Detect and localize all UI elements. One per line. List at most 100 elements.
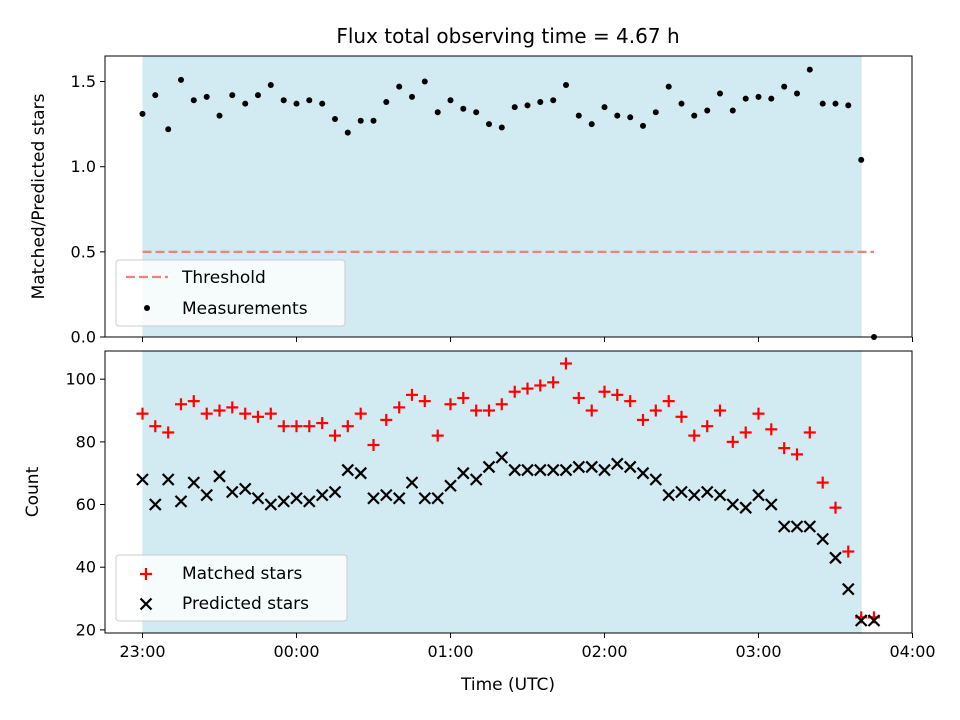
x-stroke-b — [226, 485, 239, 499]
x-stroke-b — [367, 491, 380, 505]
predicted-star-point — [765, 498, 778, 511]
x-tick-label: 00:00 — [273, 642, 319, 661]
x-stroke-b — [380, 488, 393, 502]
measurement-point — [524, 102, 531, 109]
axes-frame — [104, 55, 913, 338]
matched-star-point — [726, 435, 739, 448]
y-tick-label: 60 — [76, 495, 96, 514]
x-stroke-b — [854, 614, 868, 627]
x-stroke-b — [649, 473, 663, 486]
measurement-point — [755, 93, 762, 100]
measurement-point — [742, 95, 749, 102]
x-stroke-b — [457, 466, 470, 480]
measurement-point — [794, 90, 800, 97]
x-stroke-b — [431, 491, 444, 505]
measurement-point — [396, 83, 403, 90]
x-stroke-b — [816, 532, 829, 546]
measurement-point — [511, 104, 518, 111]
x-stroke-b — [277, 495, 290, 508]
predicted-star-point — [187, 476, 201, 489]
measurement-point — [845, 102, 852, 109]
matched-star-point — [842, 545, 855, 558]
x-stroke-b — [341, 463, 355, 477]
x-stroke-b — [700, 485, 714, 499]
x-stroke-b — [238, 482, 252, 496]
predicted-star-point — [739, 501, 752, 514]
predicted-star-point — [700, 485, 714, 499]
predicted-star-point — [598, 463, 611, 477]
measurement-point — [255, 92, 261, 99]
legend-matched-swatch — [140, 568, 152, 580]
matched-star-point — [521, 382, 534, 395]
measurement-point — [858, 156, 865, 163]
predicted-star-point — [238, 482, 252, 496]
predicted-star-point — [251, 491, 265, 505]
x-stroke-b — [675, 485, 688, 499]
measurement-point — [280, 97, 287, 104]
y-tick-label: 80 — [76, 432, 96, 451]
predicted-star-point — [277, 495, 290, 508]
measurement-point — [242, 100, 249, 107]
predicted-star-point — [161, 473, 175, 486]
x-stroke-b — [303, 495, 316, 508]
matched-star-point — [367, 439, 380, 451]
x-stroke-b — [598, 463, 611, 477]
x-stroke-b — [546, 463, 560, 477]
y-tick-label: 100 — [65, 370, 96, 389]
matched-star-point — [354, 407, 367, 420]
x-stroke-b — [161, 473, 175, 486]
measurement-point — [319, 100, 326, 107]
measurement-point — [640, 122, 646, 129]
matched-star-point — [816, 476, 829, 489]
matched-star-point — [675, 410, 688, 423]
predicted-star-point — [149, 498, 162, 511]
y-tick-label: 0.5 — [71, 242, 96, 261]
x-stroke-b — [842, 582, 855, 596]
x-stroke-b — [469, 473, 483, 486]
predicted-star-point — [341, 463, 355, 477]
predicted-star-point — [585, 460, 598, 474]
matched-star-point — [688, 429, 701, 442]
measurement-point — [190, 97, 197, 104]
measurement-point — [691, 112, 698, 119]
measurement-point — [473, 109, 480, 116]
x-stroke-b — [444, 479, 457, 493]
predicted-star-point — [174, 495, 188, 508]
x-stroke-b — [713, 488, 727, 502]
measurement-point — [704, 107, 711, 114]
predicted-star-point — [777, 520, 791, 533]
matched-star-point — [200, 407, 213, 420]
x-tick-label: 04:00 — [889, 642, 935, 661]
legend: Matched stars Predicted stars — [115, 554, 348, 622]
legend-measurement-label: Measurements — [182, 299, 308, 319]
x-stroke-b — [726, 498, 740, 511]
predicted-star-point — [264, 498, 278, 511]
x-stroke-b — [149, 498, 162, 511]
predicted-star-point — [867, 614, 881, 627]
measurement-point — [203, 93, 210, 100]
predicted-star-point — [469, 473, 483, 486]
x-stroke-b — [803, 520, 817, 533]
legend-predicted-label: Predicted stars — [182, 594, 309, 614]
matched-star-point — [239, 407, 252, 420]
legend-box — [115, 554, 348, 622]
matched-star-point — [393, 401, 406, 414]
measurement-point — [344, 129, 351, 136]
x-stroke-b — [213, 470, 226, 483]
predicted-star-point — [623, 460, 637, 474]
measurement-point — [357, 117, 364, 124]
measurement-point — [460, 105, 467, 112]
predicted-star-point — [367, 491, 380, 505]
predicted-star-point — [405, 476, 419, 489]
matched-star-point — [406, 388, 418, 401]
measurement-point — [832, 100, 839, 107]
measurement-point — [665, 83, 672, 90]
matched-star-point — [303, 420, 316, 433]
predicted-star-point — [854, 614, 868, 627]
measurement-point — [537, 98, 544, 105]
predicted-star-point — [611, 457, 624, 471]
x-tick-label: 23:00 — [119, 642, 165, 661]
measurement-point — [421, 78, 428, 85]
x-stroke-b — [636, 466, 650, 480]
measurement-point — [383, 98, 390, 105]
